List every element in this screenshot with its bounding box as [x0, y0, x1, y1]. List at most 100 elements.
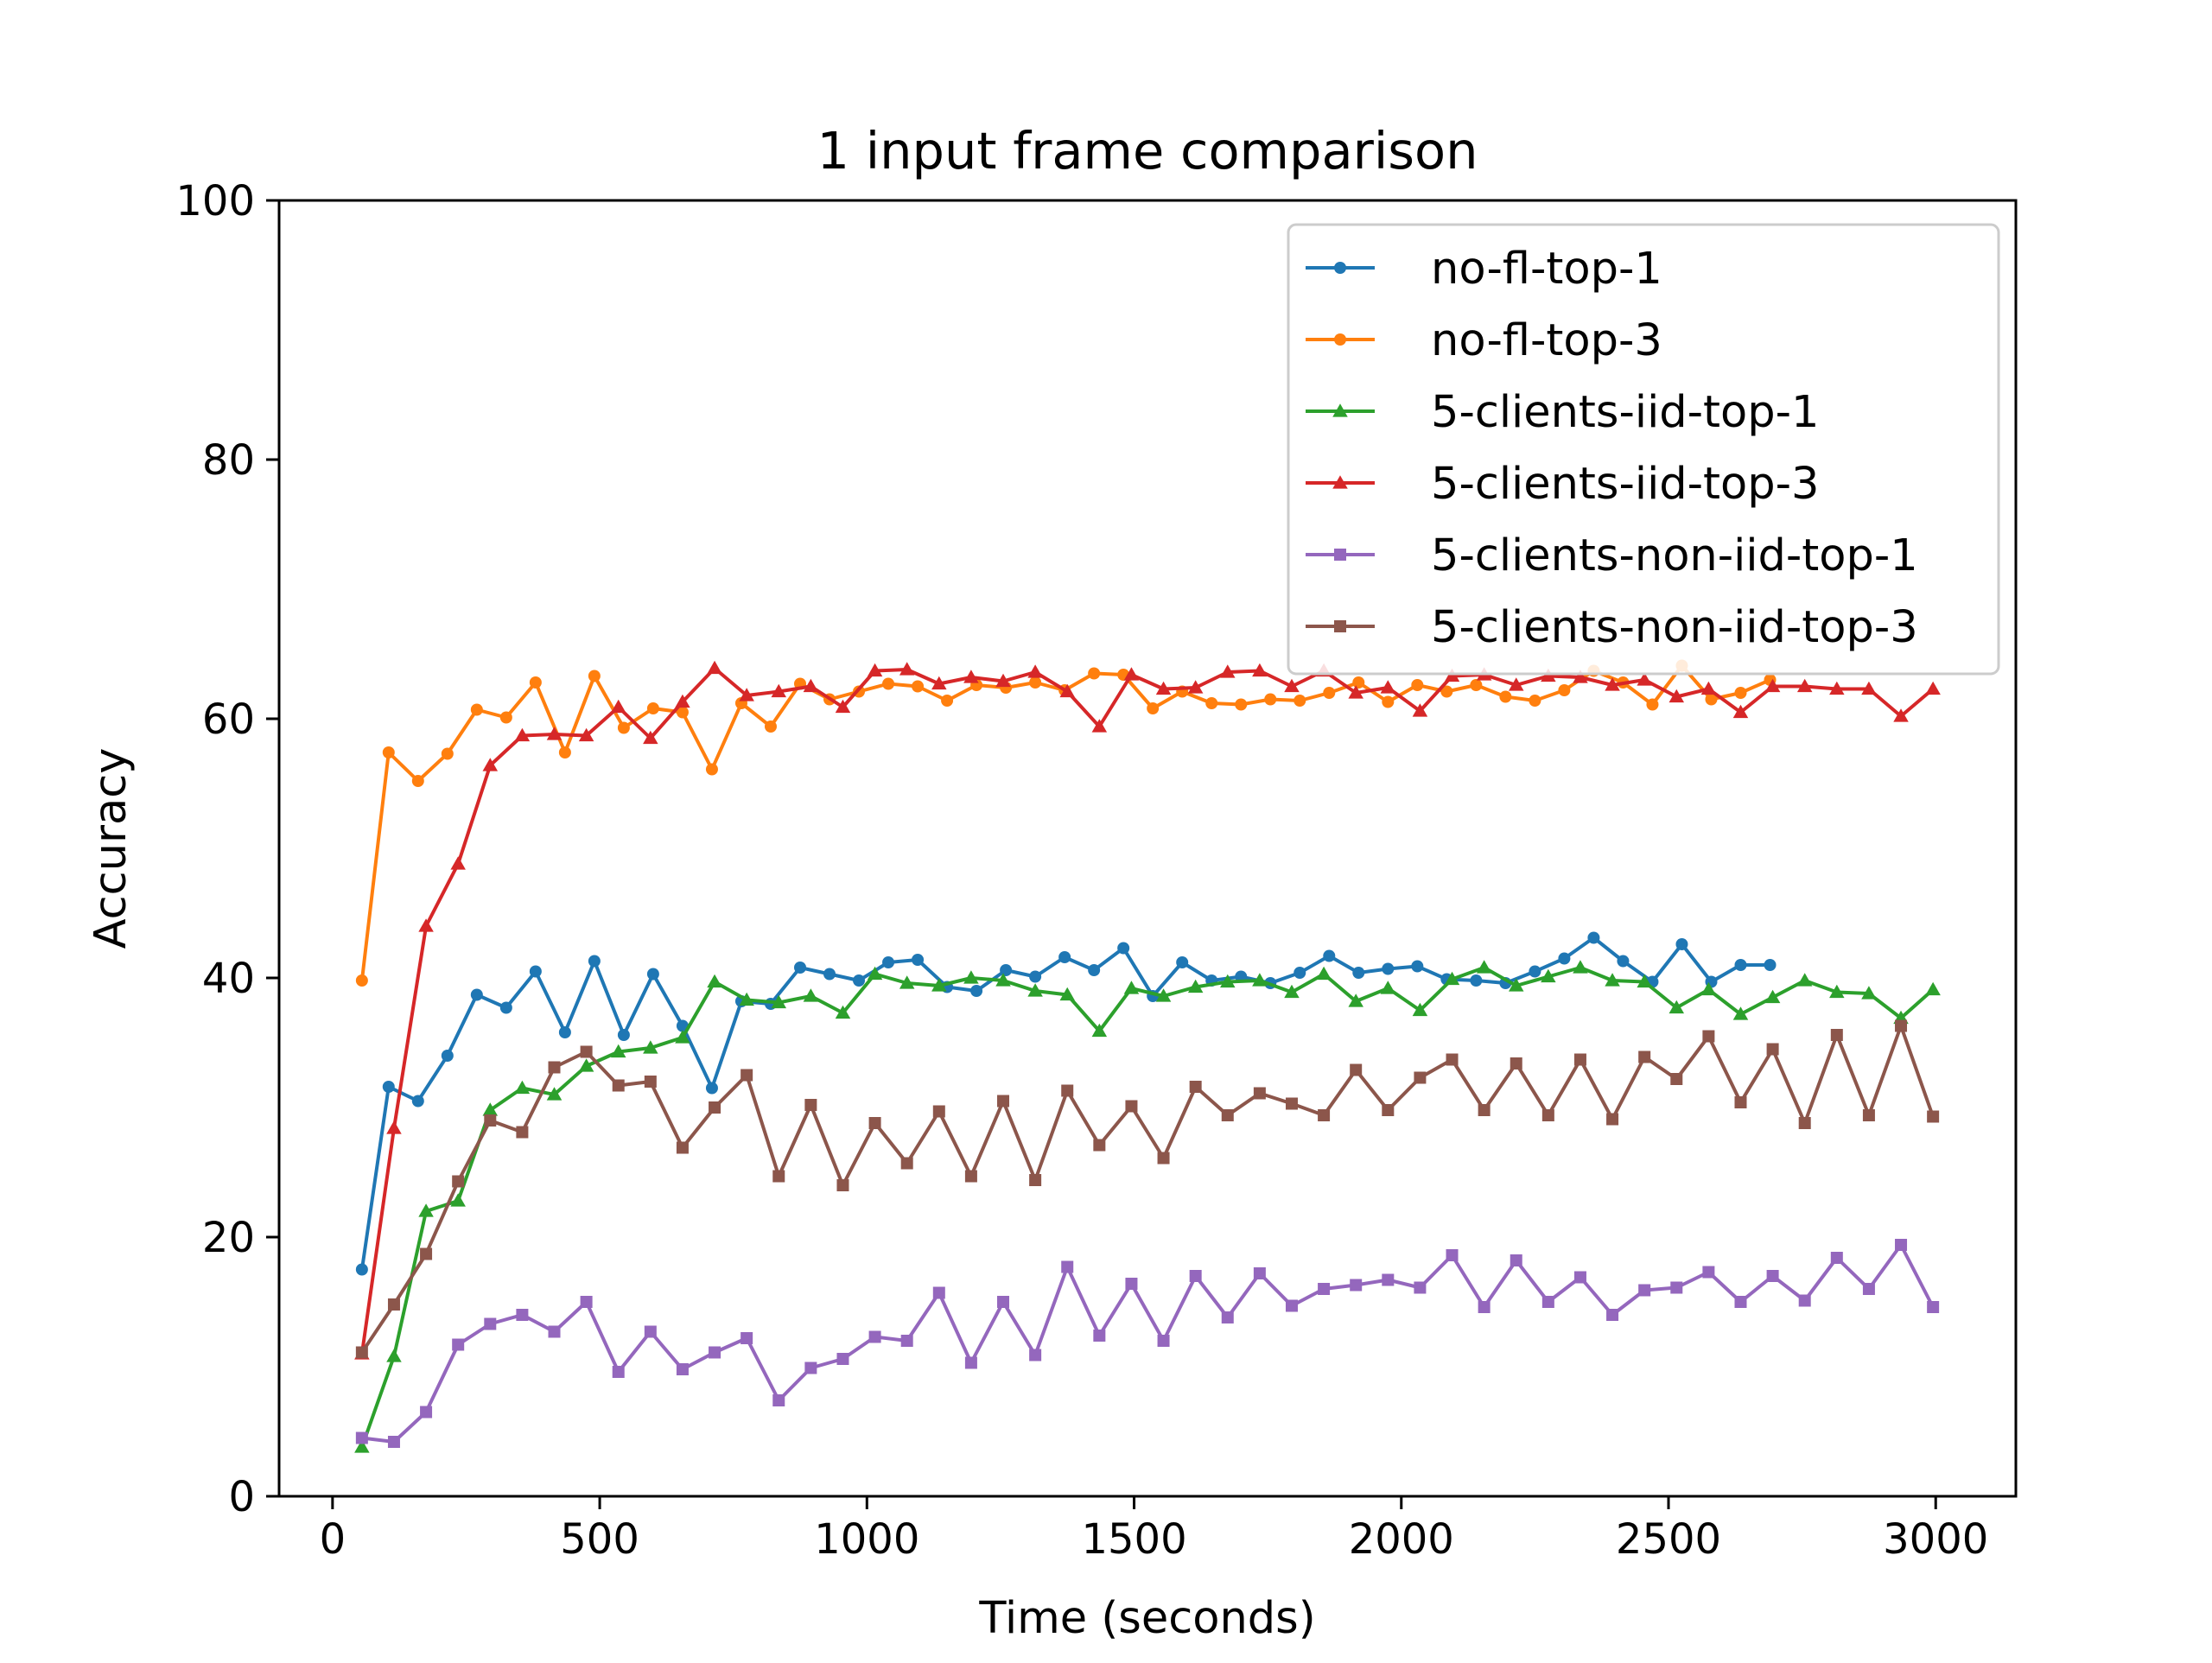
data-point — [588, 955, 601, 968]
data-point — [1059, 683, 1075, 698]
data-point — [482, 1102, 499, 1116]
data-point — [441, 747, 454, 760]
data-point — [452, 1175, 465, 1188]
data-point — [1125, 1100, 1138, 1113]
data-point — [912, 680, 925, 693]
data-point — [418, 1203, 434, 1217]
data-point — [1352, 676, 1365, 689]
data-point — [1189, 1081, 1202, 1093]
data-point — [1412, 703, 1428, 717]
data-point — [1147, 702, 1160, 714]
data-point — [709, 1101, 721, 1114]
data-point — [1155, 988, 1172, 1002]
data-point — [411, 775, 424, 787]
y-tick-label: 0 — [228, 1473, 255, 1521]
data-point — [1529, 695, 1541, 707]
data-point — [1220, 974, 1236, 988]
data-point — [1294, 967, 1306, 979]
legend-item: 5-clients-iid-top-1 — [1306, 387, 1819, 438]
data-point — [516, 1309, 529, 1321]
legend-item: 5-clients-non-iid-top-1 — [1306, 530, 1918, 581]
data-point — [1829, 681, 1845, 695]
data-point — [382, 1081, 395, 1093]
data-point — [1380, 981, 1396, 994]
data-point — [1700, 681, 1717, 695]
x-tick-label: 2500 — [1616, 1515, 1721, 1564]
data-point — [1541, 968, 1556, 983]
data-point — [1510, 1254, 1522, 1266]
data-point — [1284, 984, 1300, 999]
data-point — [484, 1317, 497, 1330]
data-point — [1235, 698, 1248, 711]
series-no-fl-top-1 — [355, 931, 1777, 1276]
data-point — [1796, 678, 1813, 693]
axes-frame — [277, 199, 2018, 1498]
data-point — [803, 678, 819, 693]
data-point — [1675, 938, 1688, 950]
data-point — [1323, 949, 1336, 962]
data-point — [1252, 663, 1268, 677]
data-point — [646, 968, 659, 981]
data-point — [1764, 959, 1777, 971]
data-point — [964, 1170, 977, 1183]
data-point — [612, 1079, 625, 1092]
data-point — [1732, 1006, 1749, 1020]
data-point — [963, 970, 979, 984]
data-point — [931, 676, 947, 690]
data-point — [899, 975, 915, 989]
data-point — [499, 1001, 512, 1014]
x-tick-label: 3000 — [1883, 1515, 1988, 1564]
data-point — [1927, 1301, 1940, 1313]
data-point — [1157, 1152, 1170, 1165]
legend-box — [1287, 223, 2000, 676]
chart-title: 1 input frame comparison — [817, 121, 1478, 181]
data-point — [1669, 689, 1685, 703]
data-point — [382, 746, 395, 759]
data-point — [1478, 1104, 1491, 1116]
data-point — [705, 1082, 718, 1095]
data-point — [355, 1346, 368, 1359]
data-point — [835, 699, 851, 714]
data-point — [387, 1436, 400, 1448]
legend-item: no-fl-top-1 — [1306, 244, 1662, 295]
data-point — [1829, 984, 1845, 999]
legend-marker — [1332, 475, 1348, 489]
data-point — [1670, 1281, 1683, 1294]
data-point — [420, 1247, 433, 1260]
data-point — [418, 918, 434, 932]
plot-area — [354, 659, 1941, 1453]
data-point — [482, 758, 499, 771]
data-point — [932, 1286, 945, 1299]
data-point — [964, 1356, 977, 1369]
legend-label: no-fl-top-3 — [1431, 315, 1662, 366]
data-point — [1764, 678, 1781, 693]
data-point — [1861, 986, 1877, 1000]
data-point — [1646, 698, 1659, 711]
data-point — [610, 699, 626, 714]
data-point — [1380, 680, 1396, 694]
data-point — [529, 965, 542, 978]
data-point — [1476, 960, 1492, 974]
data-point — [1350, 1063, 1363, 1076]
data-point — [1088, 964, 1101, 976]
data-point — [1541, 1296, 1554, 1308]
axis-ticks: 0 500 1000 1500 2000 2500 3000 0 20 40 60 80 100 — [175, 177, 1988, 1564]
data-point — [1088, 667, 1101, 680]
data-point — [1253, 1267, 1266, 1279]
data-point — [1382, 1273, 1395, 1286]
data-point — [771, 994, 787, 1009]
data-point — [1157, 1335, 1170, 1347]
data-point — [1414, 1281, 1427, 1294]
data-point — [558, 1026, 571, 1038]
data-point — [705, 763, 718, 776]
data-point — [1734, 959, 1747, 971]
data-point — [1925, 681, 1941, 695]
data-point — [1734, 687, 1747, 699]
data-point — [1669, 1000, 1685, 1014]
data-point — [387, 1298, 400, 1311]
data-point — [1638, 1050, 1651, 1063]
data-point — [1176, 956, 1189, 968]
data-point — [1091, 1023, 1108, 1038]
data-point — [707, 660, 722, 675]
legend-marker — [1334, 620, 1346, 632]
